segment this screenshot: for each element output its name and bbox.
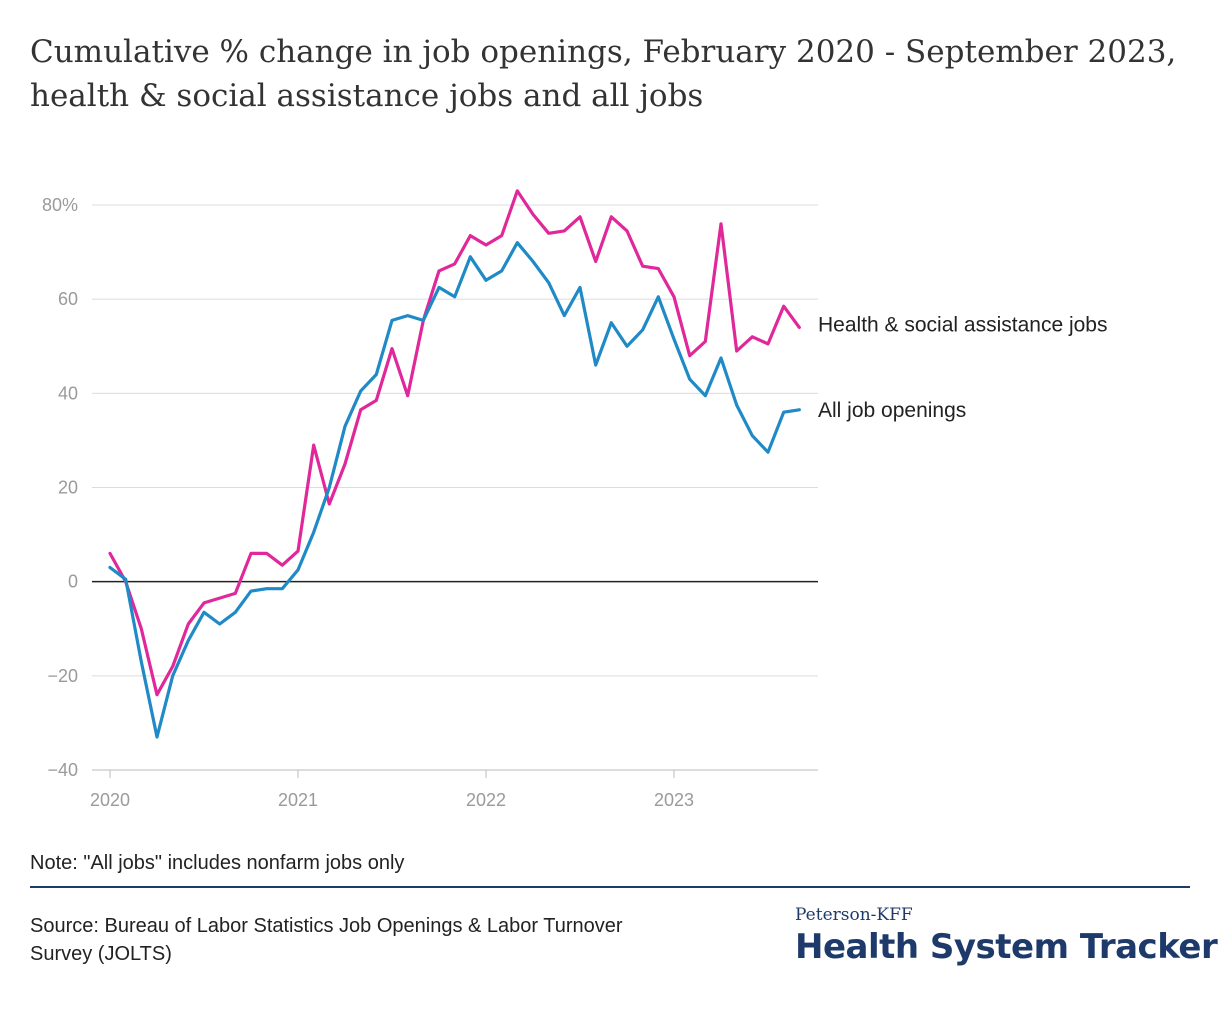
x-tick-label: 2021 (278, 790, 318, 810)
series-label-all-jobs: All job openings (818, 399, 966, 422)
y-tick-label: 0 (68, 572, 78, 592)
x-axis-ticks: 2020 2021 2022 2023 (90, 770, 694, 810)
y-tick-label: −20 (47, 666, 78, 686)
line-chart: 80% 60 40 20 0 −20 −40 2020 2021 2022 2023 Health… (42, 189, 1107, 810)
x-tick-label: 2023 (654, 790, 694, 810)
y-tick-label: 40 (58, 383, 78, 403)
y-tick-label: 60 (58, 289, 78, 309)
series-label-health: Health & social assistance jobs (818, 313, 1107, 336)
x-tick-label: 2022 (466, 790, 506, 810)
note-text: Note: "All jobs" includes nonfarm jobs o… (30, 852, 405, 874)
chart-title: Cumulative % change in job openings, Feb… (30, 34, 1177, 114)
y-tick-label: 80% (42, 195, 78, 215)
source-text: Source: Bureau of Labor Statistics Job O… (30, 915, 623, 965)
brand-subtitle: Peterson-KFF (795, 905, 913, 925)
y-tick-label: 20 (58, 478, 78, 498)
series-line-health (108, 189, 801, 697)
series-lines (108, 189, 801, 739)
y-axis-ticks: 80% 60 40 20 0 −20 −40 (42, 195, 78, 780)
x-tick-label: 2020 (90, 790, 130, 810)
gridlines (92, 204, 818, 771)
y-tick-label: −40 (47, 760, 78, 780)
series-labels: Health & social assistance jobs All job o… (818, 313, 1107, 421)
series-line-all-jobs (108, 241, 801, 739)
brand-logo-text: Health System Tracker (795, 927, 1218, 967)
divider (30, 886, 1190, 888)
